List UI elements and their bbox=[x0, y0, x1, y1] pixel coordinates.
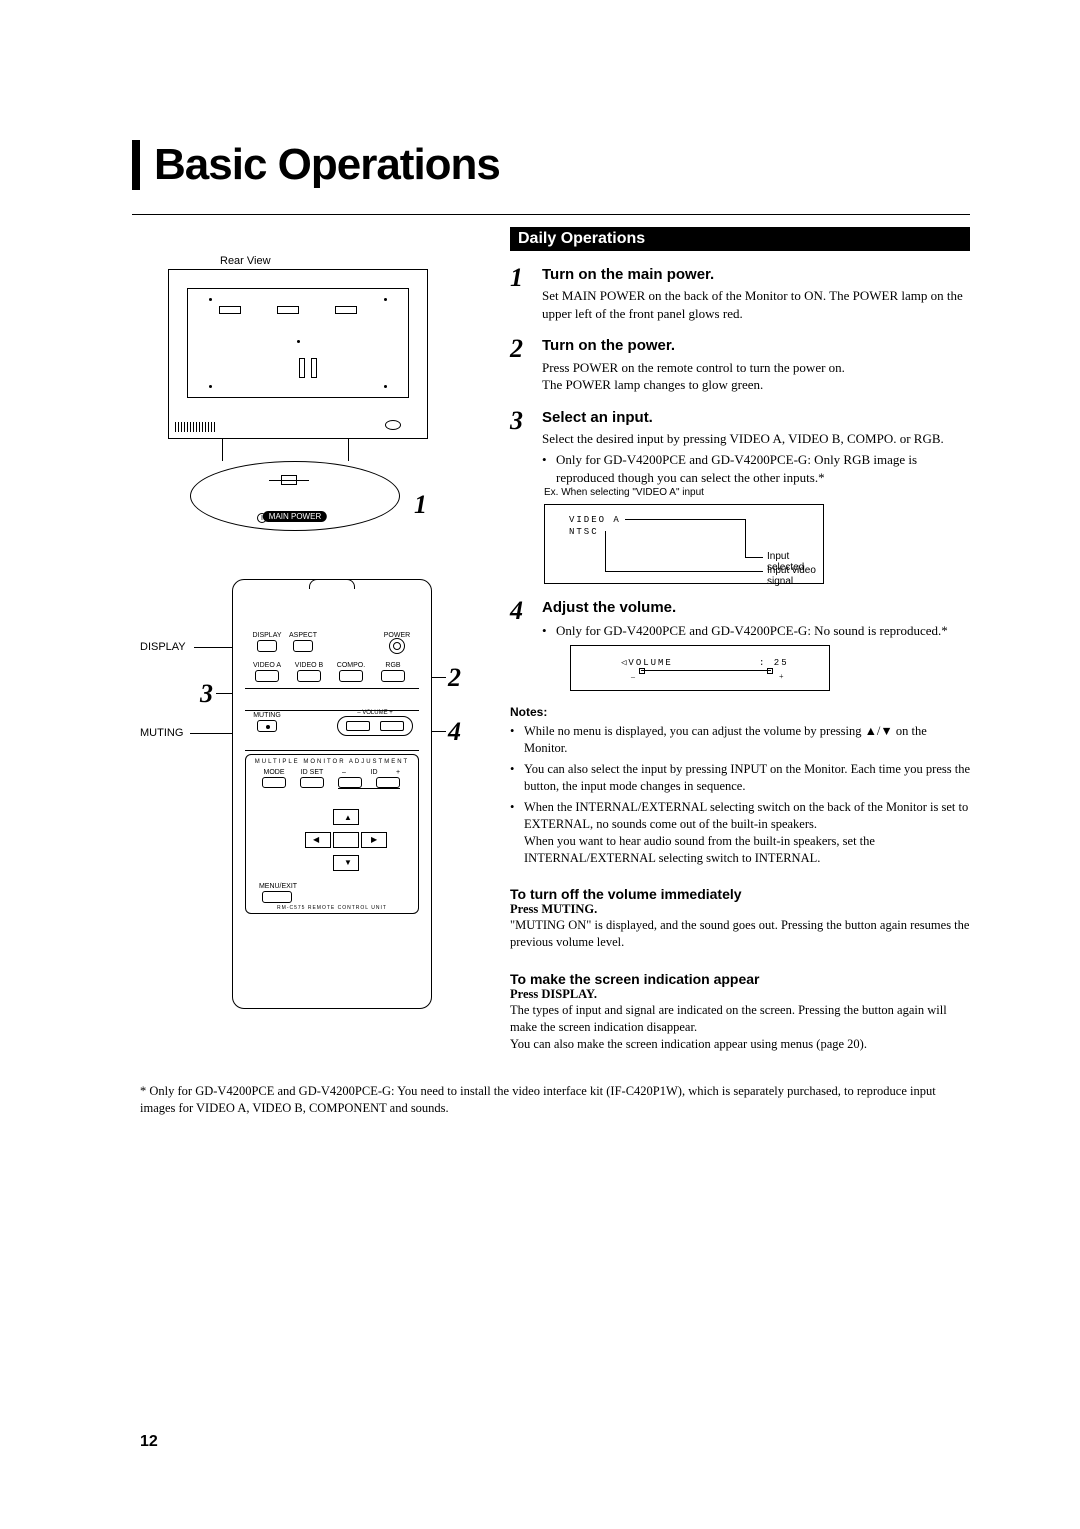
rear-view-diagram: Rear View bbox=[140, 255, 490, 531]
sub1-heading: To turn off the volume immediately bbox=[510, 886, 970, 902]
btn-videob-label: VIDEO B bbox=[289, 662, 329, 669]
id-plus-button[interactable] bbox=[376, 777, 400, 788]
power-button[interactable] bbox=[389, 638, 405, 654]
rgb-button[interactable] bbox=[381, 670, 405, 682]
title-rule bbox=[132, 214, 970, 215]
btn-display-label: DISPLAY bbox=[247, 632, 287, 639]
osd-caption: Ex. When selecting "VIDEO A" input bbox=[544, 487, 970, 498]
volume-rocker[interactable]: – VOLUME + bbox=[337, 716, 413, 736]
idset-button[interactable] bbox=[300, 777, 324, 788]
label-display: DISPLAY bbox=[140, 641, 186, 653]
step-4: 4 Adjust the volume. •Only for GD-V4200P… bbox=[510, 598, 970, 640]
mode-button[interactable] bbox=[262, 777, 286, 788]
callout-4: 4 bbox=[448, 717, 461, 747]
main-power-zoom: I MAIN POWER 1 bbox=[190, 461, 400, 531]
step-2: 2 Turn on the power. Press POWER on the … bbox=[510, 336, 970, 393]
left-column: Rear View bbox=[140, 227, 490, 1059]
footnote: * Only for GD-V4200PCE and GD-V4200PCE-G… bbox=[140, 1083, 970, 1117]
btn-muting-label: MUTING bbox=[247, 712, 287, 719]
dpad: ▲ ◀ ▶ ▼ bbox=[301, 805, 391, 875]
dpad-center[interactable] bbox=[333, 832, 359, 848]
notes-heading: Notes: bbox=[510, 705, 970, 719]
page-title: Basic Operations bbox=[154, 140, 970, 190]
remote-adjustment-box: MULTIPLE MONITOR ADJUSTMENT MODE ID SET … bbox=[245, 754, 419, 914]
osd-volume-box: ◁VOLUME : 25 – + bbox=[570, 645, 830, 691]
callout-1: 1 bbox=[414, 490, 427, 520]
btn-rgb-label: RGB bbox=[373, 662, 413, 669]
step-3: 3 Select an input. Select the desired in… bbox=[510, 408, 970, 487]
compo-button[interactable] bbox=[339, 670, 363, 682]
rear-monitor bbox=[168, 269, 428, 439]
callout-3: 3 bbox=[200, 679, 213, 709]
btn-videoa-label: VIDEO A bbox=[247, 662, 287, 669]
title-block: Basic Operations bbox=[132, 140, 970, 190]
muting-button[interactable] bbox=[257, 720, 277, 732]
main-power-label: MAIN POWER bbox=[263, 511, 327, 522]
aspect-button[interactable] bbox=[293, 640, 313, 652]
display-button[interactable] bbox=[257, 640, 277, 652]
video-a-button[interactable] bbox=[255, 670, 279, 682]
label-muting: MUTING bbox=[140, 727, 183, 739]
btn-aspect-label: ASPECT bbox=[283, 632, 323, 639]
video-b-button[interactable] bbox=[297, 670, 321, 682]
remote-diagram: DISPLAY MUTING 3 2 4 DISPLAY ASPECT POWE… bbox=[140, 579, 490, 1059]
section-bar: Daily Operations bbox=[510, 227, 970, 251]
remote-control: DISPLAY ASPECT POWER VIDEO A VIDEO B COM… bbox=[232, 579, 432, 1009]
rear-view-label: Rear View bbox=[220, 255, 490, 267]
osd-video-a-box: VIDEO A NTSC Input selected Input video … bbox=[544, 504, 824, 584]
step-1: 1 Turn on the main power. Set MAIN POWER… bbox=[510, 265, 970, 322]
callout-2: 2 bbox=[448, 663, 461, 693]
page-number: 12 bbox=[140, 1433, 158, 1451]
right-column: Daily Operations 1 Turn on the main powe… bbox=[510, 227, 970, 1059]
btn-compo-label: COMPO. bbox=[331, 662, 371, 669]
id-minus-button[interactable] bbox=[338, 777, 362, 788]
menu-exit-button[interactable] bbox=[262, 891, 292, 903]
sub2-heading: To make the screen indication appear bbox=[510, 971, 970, 987]
notes: •While no menu is displayed, you can adj… bbox=[510, 723, 970, 866]
columns: Rear View bbox=[140, 227, 970, 1059]
